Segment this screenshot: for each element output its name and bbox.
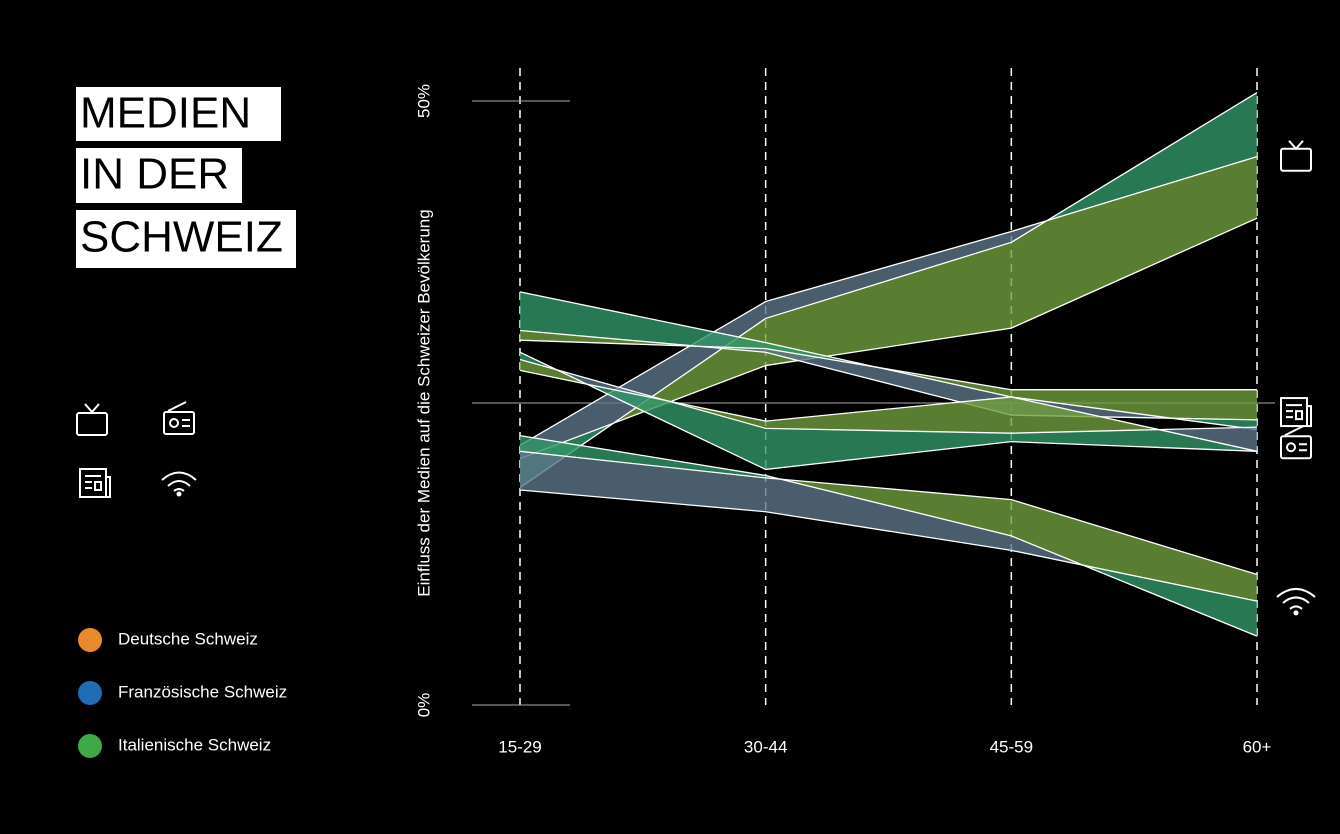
x-tick-label: 15-29 [498,737,541,756]
series-line [519,329,1258,421]
series-line [519,369,1258,452]
legend-icons [76,401,197,498]
icon-part [1276,587,1316,610]
x-tick-label: 60+ [1243,737,1272,756]
medium-icon [1280,140,1312,172]
x-tick-label: 30-44 [744,737,787,756]
legend-marker [78,734,102,758]
series-line [519,450,1258,576]
medium-icon [1276,587,1316,616]
icon-part [1280,435,1312,460]
title-box [76,87,281,141]
icon-part [1286,404,1312,428]
legend-marker [78,628,102,652]
title-box [76,148,242,203]
title-box [76,210,296,268]
y-tick-label: 50% [414,84,433,118]
chart-title: IN DER [80,150,229,199]
icon-part [1280,397,1308,428]
medium-icon [1280,425,1312,460]
series-line [519,351,1258,471]
medium [519,351,1258,471]
ribbon [520,435,1257,637]
medium [519,91,1258,489]
ribbon [520,435,1257,637]
x-tick-label: 45-59 [990,737,1033,756]
series-line [519,489,1258,602]
ribbon [520,291,1257,430]
series-line [519,291,1258,431]
icon-part [1284,425,1307,452]
icon-part [1288,140,1304,151]
icon-part [1286,442,1296,453]
chart-title: SCHWEIZ [80,213,283,262]
legend-label: Deutsche Schweiz [118,629,258,648]
series-line [519,434,1258,637]
legend-marker [78,681,102,705]
series-line [519,358,1258,434]
icon-part [1293,610,1299,616]
medium [519,291,1258,431]
chart-title: MEDIEN [80,89,251,138]
y-axis-label: Einfluss der Medien auf die Schweizer Be… [414,209,433,596]
series-line [519,217,1258,460]
legend-label: Italienische Schweiz [118,735,271,754]
y-tick-label: 0% [414,693,433,718]
series-line [519,155,1258,446]
legend-label: Französische Schweiz [118,682,287,701]
medium-icon [1280,397,1312,428]
medium [519,434,1258,637]
